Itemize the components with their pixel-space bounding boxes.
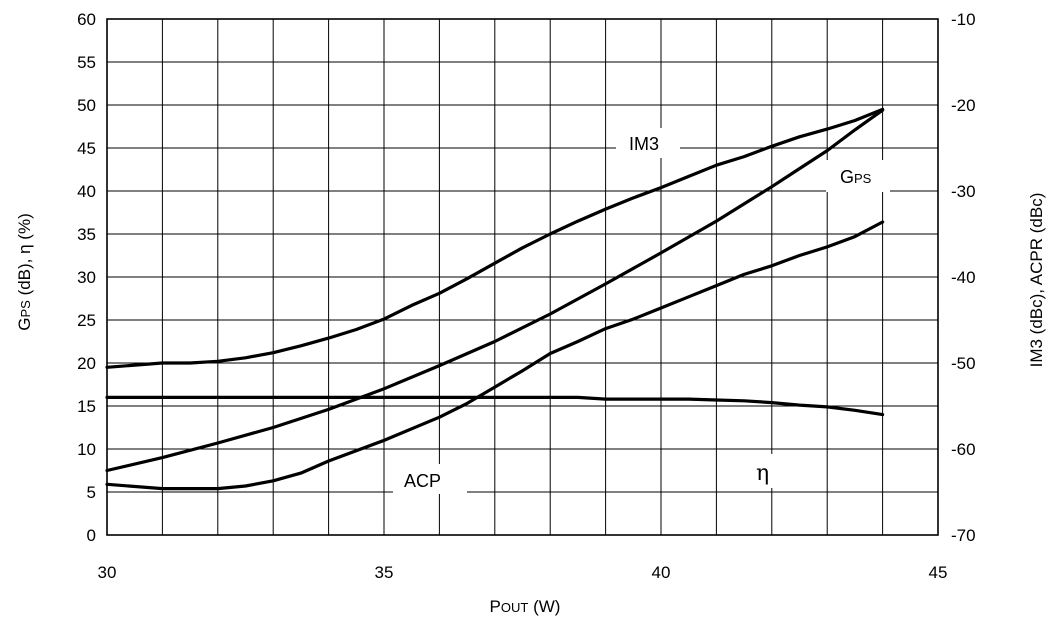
label-bg-eta: [748, 454, 784, 488]
y-right-tick-label: -30: [951, 182, 976, 201]
y-left-tick-label: 40: [77, 182, 96, 201]
series-line-eta: [105, 395, 885, 417]
x-tick-label: 45: [929, 563, 948, 582]
label-bg-gps: [826, 160, 890, 192]
y-left-tick-label: 60: [77, 10, 96, 29]
plot-frame: [106, 18, 939, 536]
y-right-tick-label: -50: [951, 354, 976, 373]
y-left-tick-label: 45: [77, 139, 96, 158]
series-label-im3: IM3: [629, 134, 659, 154]
series-line-acp: [105, 220, 885, 491]
y-left-tick-label: 35: [77, 225, 96, 244]
y-left-tick-label: 15: [77, 397, 96, 416]
series-labels: IM3 GPS ACP η: [393, 128, 890, 494]
y-left-tick-label: 20: [77, 354, 96, 373]
x-axis-label: POUT (W): [490, 597, 561, 616]
y-left-tick-label: 30: [77, 268, 96, 287]
y-right-tick-label: -20: [951, 96, 976, 115]
series-line-gps: [105, 108, 885, 473]
series-line-im3: [105, 107, 885, 369]
y-right-tick-label: -60: [951, 440, 976, 459]
y-left-tick-label: 50: [77, 96, 96, 115]
y-left-tick-label: 5: [87, 483, 96, 502]
x-tick-label: 40: [652, 563, 671, 582]
y-left-tick-label: 0: [87, 526, 96, 545]
y-right-tick-label: -70: [951, 526, 976, 545]
grid: [106, 18, 939, 536]
series-label-acp: ACP: [404, 471, 441, 491]
y-left-tick-label: 55: [77, 53, 96, 72]
y-left-tick-label: 25: [77, 311, 96, 330]
series-layer: [105, 107, 885, 491]
x-tick-label: 35: [375, 563, 394, 582]
tick-labels: 30 35 40 45 0 5 10 15 20 25 30 35 40 45 50 55 60 -70 -60 -5…: [77, 10, 976, 582]
y-axis-label-right: IM3 (dBc), ACPR (dBc): [1027, 193, 1046, 368]
label-bg-acp: [393, 464, 467, 494]
y-right-tick-label: -10: [951, 10, 976, 29]
y-left-tick-label: 10: [77, 440, 96, 459]
series-label-eta: η: [756, 461, 769, 486]
y-right-tick-label: -40: [951, 268, 976, 287]
x-tick-label: 30: [98, 563, 117, 582]
label-bg-im3: [616, 128, 680, 158]
y-axis-label-left: GPS (dB), η (%): [15, 213, 34, 330]
series-label-gps: GPS: [840, 167, 872, 187]
